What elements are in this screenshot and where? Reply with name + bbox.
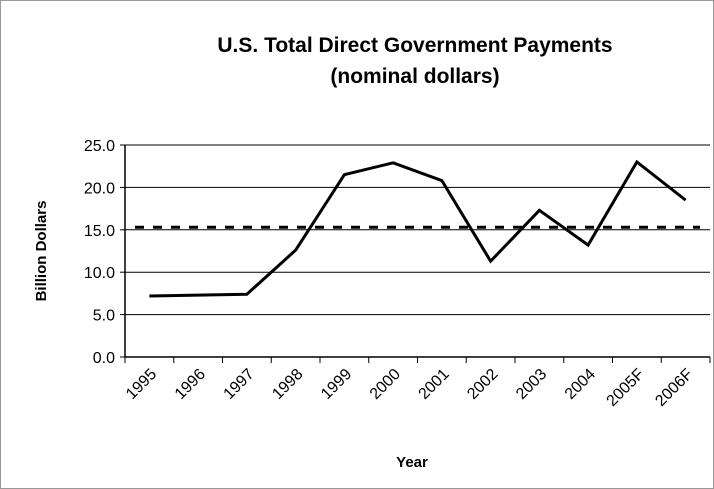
- y-axis-title: Billion Dollars: [33, 201, 50, 302]
- y-tick-label: 0.0: [93, 350, 115, 367]
- chart-subtitle: (nominal dollars): [330, 65, 499, 88]
- chart-title: U.S. Total Direct Government Payments: [217, 34, 612, 57]
- y-tick-label: 10.0: [84, 265, 115, 282]
- y-tick-label: 25.0: [84, 138, 115, 155]
- data-line: [149, 159, 687, 298]
- y-tick-label: 5.0: [93, 308, 115, 325]
- y-tick-label: 20.0: [84, 180, 115, 197]
- x-axis-title: Year: [396, 454, 428, 471]
- y-tick-label: 15.0: [84, 223, 115, 240]
